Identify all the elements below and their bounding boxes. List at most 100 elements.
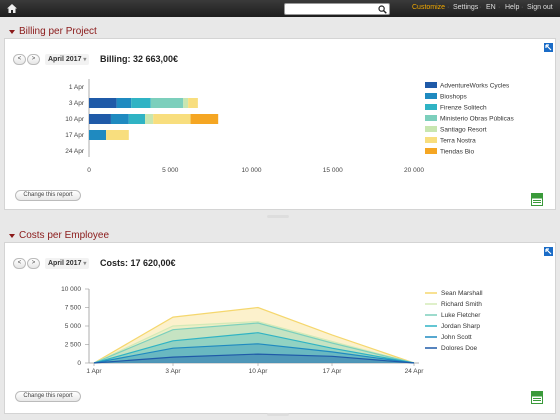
legend-swatch — [425, 126, 437, 132]
chevron-down-icon: ▾ — [83, 261, 87, 267]
series-area — [94, 323, 414, 363]
y-tick-label: 5 000 — [65, 323, 82, 330]
y-tick-label: 7 500 — [65, 305, 82, 312]
x-tick-label: 24 Apr — [405, 368, 425, 375]
series-area — [94, 332, 414, 363]
legend-label: Terra Nostra — [440, 138, 476, 145]
legend-swatch — [425, 148, 437, 154]
billing-panel: < > April 2017 ▾ Billing: 32 663,00€ 1 A… — [4, 38, 556, 218]
nav-sign-out[interactable]: Sign out — [527, 4, 553, 11]
top-bar: Customize · Settings · EN · Help · Sign … — [0, 0, 560, 17]
bar-segment — [116, 98, 132, 108]
legend-label: Dolores Doe — [441, 345, 478, 352]
x-tick-label: 15 000 — [323, 167, 343, 174]
billing-total: Billing: 32 663,00€ — [100, 54, 179, 64]
csv-export-icon[interactable] — [531, 193, 543, 206]
legend-swatch — [425, 115, 437, 121]
x-tick-label: 0 — [87, 167, 91, 174]
bar-segment — [89, 130, 107, 140]
y-tick-label: 2 500 — [65, 342, 82, 349]
nav-language[interactable]: EN — [486, 4, 496, 11]
bar-segment — [188, 98, 198, 108]
bar-segment — [190, 114, 219, 124]
collapse-triangle-icon[interactable] — [9, 234, 15, 238]
bar-segment — [110, 114, 129, 124]
costs-section-header[interactable]: Costs per Employee — [0, 226, 560, 246]
costs-resize-handle[interactable] — [267, 413, 289, 416]
nav-separator: · — [447, 4, 450, 11]
home-icon[interactable] — [6, 3, 18, 14]
legend-swatch — [425, 104, 437, 110]
x-tick-label: 1 Apr — [86, 368, 102, 375]
legend-swatch — [425, 82, 437, 88]
y-tick-label: 10 Apr — [65, 116, 85, 123]
costs-chart: 0 2 500 5 000 7 500 10 000 1 Apr 3 Apr 10 Apr 17… — [61, 286, 483, 375]
legend-label: Luke Fletcher — [441, 312, 481, 319]
x-tick-label: 3 Apr — [165, 368, 181, 375]
costs-next-button[interactable]: > — [27, 258, 40, 269]
bar-segment — [183, 98, 189, 108]
costs-total: Costs: 17 620,00€ — [100, 258, 176, 268]
billing-period-value: April 2017 — [48, 56, 82, 63]
billing-period-select[interactable]: April 2017 ▾ — [45, 54, 90, 65]
billing-chart: 1 Apr 3 Apr 10 Apr 17 Apr 24 Apr 0 5 000 10 000… — [65, 79, 514, 174]
nav-separator: · — [498, 4, 501, 11]
costs-panel: < > April 2017 ▾ Costs: 17 620,00€ 0 2 50… — [4, 242, 556, 416]
legend-label: Firenze Solitech — [440, 105, 487, 112]
y-tick-label: 0 — [77, 360, 81, 367]
legend-label: Bioshops — [440, 94, 467, 101]
billing-section-header[interactable]: Billing per Project — [0, 22, 560, 42]
legend-label: Ministerio Obras Públicas — [440, 116, 514, 123]
series-line — [93, 306, 415, 364]
x-tick-label: 5 000 — [162, 167, 179, 174]
costs-period-select[interactable]: April 2017 ▾ — [45, 258, 90, 269]
bar-segment — [153, 114, 191, 124]
y-tick-label: 3 Apr — [69, 100, 85, 107]
billing-change-report-button[interactable]: Change this report — [15, 190, 81, 201]
bar-segment — [150, 98, 184, 108]
nav-separator: · — [479, 4, 482, 11]
legend-label: Jordan Sharp — [441, 323, 480, 330]
bar-segment — [128, 114, 146, 124]
series-line — [93, 320, 415, 364]
nav-settings[interactable]: Settings — [453, 4, 479, 11]
costs-period-value: April 2017 — [48, 260, 82, 267]
series-line — [93, 343, 415, 364]
y-tick-label: 10 000 — [61, 286, 81, 293]
series-line — [93, 332, 415, 364]
billing-resize-handle[interactable] — [267, 215, 289, 218]
search-field[interactable] — [284, 3, 390, 15]
series-line — [93, 353, 415, 364]
series-line — [93, 322, 415, 364]
collapse-triangle-icon[interactable] — [9, 30, 15, 34]
bar-segment — [131, 98, 151, 108]
legend-swatch — [425, 93, 437, 99]
csv-export-icon[interactable] — [531, 391, 543, 404]
nav-separator: · — [521, 4, 524, 11]
expand-icon[interactable] — [544, 247, 553, 256]
legend-label: John Scott — [441, 334, 472, 341]
legend-label: Tiendas Bio — [440, 149, 474, 156]
y-tick-label: 24 Apr — [65, 148, 85, 155]
x-tick-label: 10 000 — [242, 167, 262, 174]
costs-change-report-button[interactable]: Change this report — [15, 391, 81, 402]
x-tick-label: 20 000 — [404, 167, 424, 174]
legend-label: Richard Smith — [441, 301, 482, 308]
legend-label: Santiago Resort — [440, 127, 487, 134]
expand-icon[interactable] — [544, 43, 553, 52]
nav-customize[interactable]: Customize — [412, 4, 446, 11]
costs-prev-button[interactable]: < — [13, 258, 26, 269]
x-tick-label: 10 Apr — [249, 368, 269, 375]
x-tick-label: 17 Apr — [323, 368, 343, 375]
legend-label: Sean Marshall — [441, 290, 483, 297]
billing-section-title: Billing per Project — [19, 26, 97, 37]
legend-swatch — [425, 137, 437, 143]
billing-prev-button[interactable]: < — [13, 54, 26, 65]
bar-segment — [145, 114, 154, 124]
chevron-down-icon: ▾ — [83, 57, 87, 63]
billing-next-button[interactable]: > — [27, 54, 40, 65]
bar-segment — [89, 98, 117, 108]
search-icon[interactable] — [378, 5, 387, 14]
nav-help[interactable]: Help — [505, 4, 520, 11]
costs-section-title: Costs per Employee — [19, 230, 110, 241]
